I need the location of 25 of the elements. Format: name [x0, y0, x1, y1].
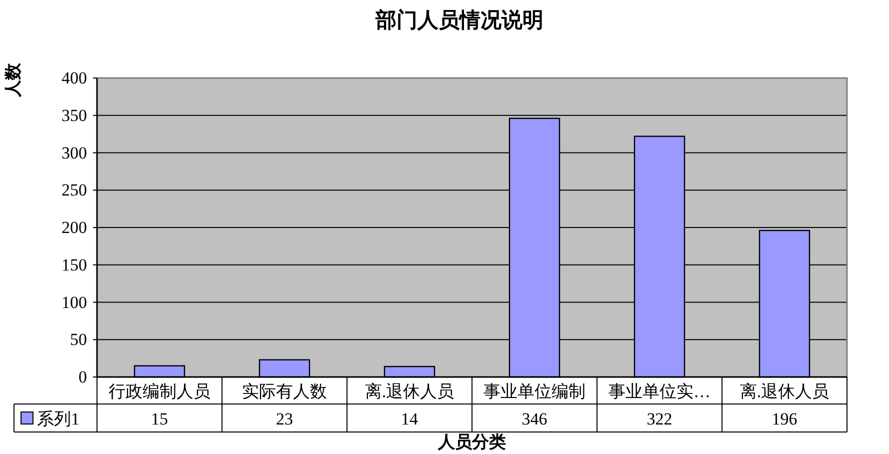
ytick-label: 250: [62, 180, 87, 200]
ytick-label: 50: [70, 330, 87, 350]
title: 部门人员情况说明: [376, 8, 544, 32]
ytick-label: 400: [62, 68, 87, 88]
ytick-label: 100: [62, 292, 87, 312]
legend-label: 系列1: [37, 410, 80, 428]
ytick-label: 300: [62, 143, 87, 162]
xtick-label: 事业单位实…: [608, 382, 710, 401]
data-label: 23: [276, 410, 293, 428]
ylabel: 人数: [4, 63, 22, 97]
xtick-label: 事业单位编制: [484, 382, 586, 401]
data-label: 15: [151, 410, 168, 428]
data-label: 14: [401, 410, 418, 428]
data-label: 346: [522, 410, 548, 428]
ytick-label: 200: [62, 218, 87, 237]
xtick-label: 行政编制人员: [108, 382, 210, 401]
xtick-label: 实际有人数: [242, 382, 327, 401]
xtick-label: 离.退休人员: [740, 382, 830, 401]
xtick-label: 离.退休人员: [364, 382, 454, 401]
ytick-label: 0: [78, 368, 87, 386]
data-label: 322: [646, 410, 672, 428]
data-label: 196: [772, 410, 798, 428]
xlabel: 人员分类: [438, 432, 506, 452]
ytick-label: 350: [62, 106, 87, 125]
ytick-label: 150: [62, 255, 87, 274]
